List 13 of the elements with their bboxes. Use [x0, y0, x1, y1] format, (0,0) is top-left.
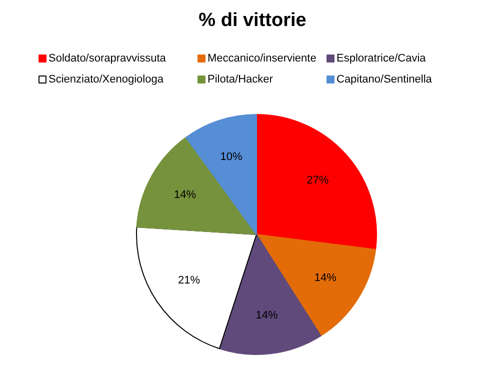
legend-label: Scienziato/Xenogiologa — [48, 74, 164, 86]
legend-label: Esploratrice/Cavia — [336, 52, 427, 64]
data-label: 21% — [178, 274, 200, 286]
data-label: 10% — [220, 150, 243, 163]
legend-label: Pilota/Hacker — [208, 74, 274, 86]
chart-title: % di vittorie — [198, 10, 306, 31]
data-label: 14% — [314, 272, 337, 284]
data-label: 14% — [174, 189, 196, 202]
data-label: 14% — [256, 309, 278, 322]
legend-label: Soldato/sorapravvissuta — [48, 52, 167, 64]
data-label: 27% — [306, 174, 329, 187]
legend-label: Capitano/Sentinella — [336, 74, 433, 86]
legend-label: Meccanico/inserviente — [208, 52, 316, 64]
